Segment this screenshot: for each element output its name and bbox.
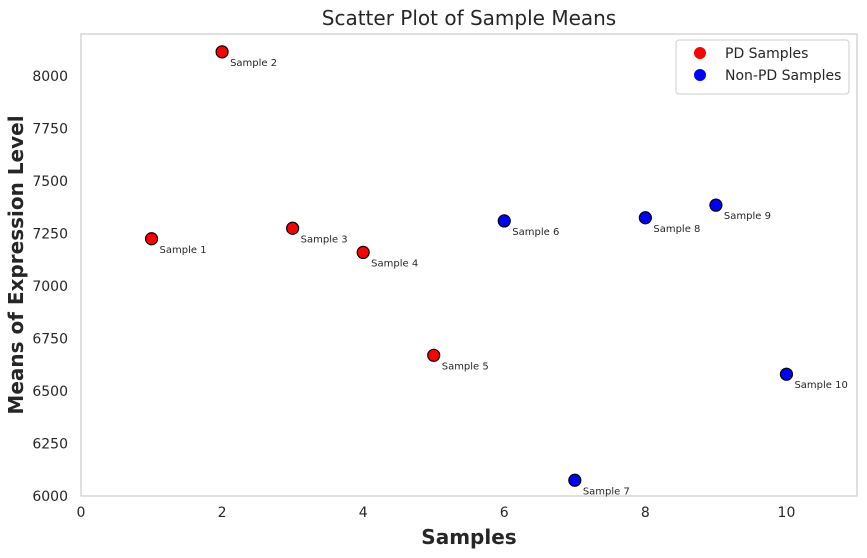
x-tick-label: 4 — [359, 505, 368, 521]
y-axis-label: Means of Expression Level — [4, 115, 28, 414]
point-label: Sample 7 — [583, 486, 630, 497]
point-label: Sample 1 — [160, 245, 207, 256]
x-tick-label: 6 — [500, 505, 509, 521]
plot-area — [80, 33, 858, 497]
legend-label: PD Samples — [725, 46, 808, 62]
y-tick-label: 6500 — [32, 384, 68, 400]
y-tick-label: 6000 — [32, 489, 68, 505]
scatter-point — [427, 348, 441, 362]
scatter-point — [779, 367, 794, 381]
scatter-point — [356, 245, 370, 259]
point-label: Sample 6 — [512, 227, 559, 238]
point-label: Sample 10 — [794, 380, 847, 391]
point-label: Sample 2 — [230, 58, 277, 69]
point-label: Sample 4 — [371, 258, 418, 269]
scatter-point — [286, 221, 300, 235]
x-tick-label: 0 — [77, 505, 86, 521]
scatter-point — [638, 211, 652, 225]
y-tick-label: 7500 — [32, 174, 68, 190]
x-tick-label: 2 — [218, 505, 227, 521]
scatter-point — [568, 473, 582, 487]
scatter-point — [144, 232, 159, 246]
scatter-point — [497, 214, 511, 228]
y-tick-label: 7250 — [32, 227, 68, 243]
data-points — [144, 45, 794, 487]
y-tick-label: 8000 — [32, 69, 68, 85]
point-label: Sample 5 — [442, 361, 489, 372]
legend-marker — [694, 69, 706, 81]
point-label: Sample 8 — [653, 224, 700, 235]
x-axis-label: Samples — [421, 525, 516, 549]
point-label: Sample 3 — [301, 234, 348, 245]
scatter-point — [215, 45, 229, 59]
y-tick-label: 7750 — [32, 122, 68, 138]
y-tick-labels: 6000 6250 6500 6750 7000 7250 7500 7750 8000 — [32, 69, 68, 505]
legend-label: Non-PD Samples — [725, 68, 841, 84]
x-tick-labels: 0 2 4 6 8 10 — [77, 505, 796, 521]
y-tick-label: 6250 — [32, 437, 68, 453]
legend-box — [675, 39, 850, 95]
y-tick-label: 7000 — [32, 279, 68, 295]
point-label: Sample 9 — [724, 211, 771, 222]
chart-title: Scatter Plot of Sample Means — [322, 6, 616, 30]
legend: PD Samples Non-PD Samples — [675, 39, 850, 95]
x-tick-label: 10 — [778, 505, 796, 521]
x-tick-label: 8 — [641, 505, 650, 521]
y-tick-label: 6750 — [32, 332, 68, 348]
scatter-point — [709, 198, 723, 212]
point-labels: Sample 1 Sample 2 Sample 3 Sample 4 Sample 5… — [160, 58, 848, 497]
legend-marker — [694, 47, 706, 59]
